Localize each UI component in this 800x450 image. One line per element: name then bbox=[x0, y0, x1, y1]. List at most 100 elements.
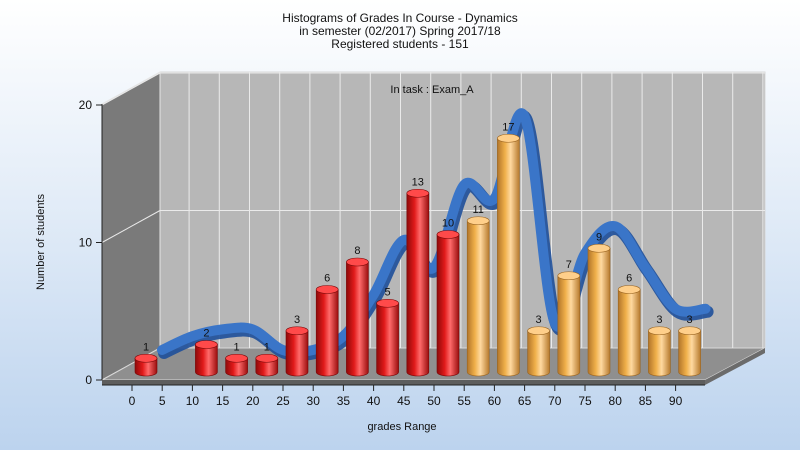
x-tick-label: 15 bbox=[216, 394, 230, 408]
bar-data-label: 3 bbox=[294, 314, 300, 326]
bar-body bbox=[346, 261, 369, 377]
x-tick-label: 20 bbox=[246, 394, 260, 408]
plot-floor-side bbox=[705, 348, 765, 385]
bar-top bbox=[497, 133, 520, 143]
bar-top bbox=[195, 340, 218, 349]
bar bbox=[466, 216, 490, 377]
x-tick-label: 55 bbox=[458, 394, 472, 408]
x-tick-label: 40 bbox=[367, 394, 381, 408]
y-tick-label: 0 bbox=[85, 373, 92, 387]
bar-body bbox=[436, 234, 460, 377]
bar-body bbox=[617, 289, 641, 377]
bar-data-label: 3 bbox=[656, 314, 662, 326]
gridline-h-wall bbox=[101, 72, 161, 106]
bar-body bbox=[195, 344, 218, 377]
bar bbox=[648, 326, 671, 377]
annotation-text: In task : Exam_A bbox=[390, 84, 474, 96]
title-line-3: Registered students - 151 bbox=[331, 37, 469, 51]
bar-top bbox=[587, 243, 611, 253]
bars-group bbox=[134, 133, 701, 377]
bar bbox=[587, 243, 611, 377]
bar-top bbox=[436, 230, 460, 239]
y-axis-title: Number of students bbox=[35, 194, 47, 290]
x-tick-label: 10 bbox=[186, 394, 200, 408]
bar-body bbox=[376, 302, 399, 377]
bar bbox=[617, 285, 641, 377]
overlay-ribbon bbox=[157, 108, 711, 358]
bar-top bbox=[466, 216, 490, 226]
x-tick-label: 25 bbox=[276, 394, 290, 408]
chart-title: Histograms of Grades In Course - Dynamic… bbox=[282, 11, 517, 51]
bar-data-label: 10 bbox=[442, 218, 454, 230]
bar-top bbox=[225, 353, 248, 363]
x-tick-label: 80 bbox=[609, 394, 623, 408]
bar-data-label: 1 bbox=[234, 341, 240, 353]
bar bbox=[225, 353, 248, 377]
title-line-1: Histograms of Grades In Course - Dynamic… bbox=[282, 11, 517, 25]
bar-data-label: 17 bbox=[502, 121, 514, 133]
bar-data-label: 9 bbox=[596, 231, 602, 243]
bar-data-label: 11 bbox=[472, 204, 483, 216]
bar-data-label: 1 bbox=[143, 341, 149, 353]
bar-body bbox=[134, 357, 158, 377]
y-tick-label: 10 bbox=[79, 236, 93, 250]
x-tick-label: 45 bbox=[397, 394, 411, 408]
x-tick-label: 65 bbox=[518, 394, 532, 408]
bar-body bbox=[648, 330, 671, 377]
bar-top bbox=[406, 188, 430, 198]
bar-data-label: 3 bbox=[687, 314, 693, 326]
overlay-line-group bbox=[157, 108, 714, 362]
bar bbox=[134, 353, 158, 377]
bar-top bbox=[557, 271, 581, 281]
bar-body bbox=[255, 357, 279, 377]
bar-data-label: 1 bbox=[264, 341, 270, 353]
bar-body bbox=[527, 330, 550, 377]
bar bbox=[315, 285, 339, 377]
x-tick-label: 90 bbox=[669, 394, 683, 408]
bar bbox=[195, 340, 218, 377]
x-axis-title: grades Range bbox=[367, 421, 436, 433]
bar-data-label: 2 bbox=[203, 328, 209, 340]
bar bbox=[436, 230, 460, 377]
x-tick-label: 0 bbox=[129, 394, 136, 408]
bar-data-label: 7 bbox=[566, 259, 572, 271]
bar-data-label: 8 bbox=[354, 245, 360, 257]
bar-data-label: 6 bbox=[324, 273, 330, 285]
bar-body bbox=[285, 330, 309, 377]
y-axis-ticks: 0 10 20 bbox=[79, 98, 103, 387]
bar-top bbox=[617, 285, 641, 294]
bar bbox=[406, 188, 430, 377]
bar-data-label: 3 bbox=[536, 314, 542, 326]
bar bbox=[678, 326, 701, 377]
plot-floor-edge bbox=[102, 380, 705, 385]
bar-top bbox=[315, 285, 339, 294]
bar-top bbox=[527, 326, 550, 336]
bar-data-label: 6 bbox=[626, 273, 632, 285]
x-tick-label: 50 bbox=[427, 394, 441, 408]
bar bbox=[376, 298, 399, 377]
bar-top bbox=[648, 326, 671, 336]
bar-body bbox=[678, 330, 701, 377]
bar-data-label: 5 bbox=[385, 286, 391, 298]
bar-top bbox=[346, 257, 369, 267]
gridline-h-wall bbox=[101, 210, 161, 243]
bar-top bbox=[678, 326, 701, 336]
bar-top bbox=[376, 298, 399, 308]
bar-top bbox=[134, 353, 158, 363]
x-tick-label: 75 bbox=[578, 394, 592, 408]
y-tick-label: 20 bbox=[79, 98, 93, 112]
bar-data-label: 13 bbox=[412, 176, 424, 188]
x-tick-label: 5 bbox=[159, 394, 166, 408]
bar-top bbox=[285, 326, 309, 336]
x-tick-label: 35 bbox=[337, 394, 351, 408]
x-tick-label: 70 bbox=[548, 394, 562, 408]
bar-body bbox=[225, 357, 248, 377]
bar-body bbox=[315, 289, 339, 377]
bar-body bbox=[587, 247, 611, 377]
bar-body bbox=[466, 220, 490, 377]
title-line-2: in semester (02/2017) Spring 2017/18 bbox=[299, 24, 501, 38]
bar bbox=[255, 353, 279, 377]
